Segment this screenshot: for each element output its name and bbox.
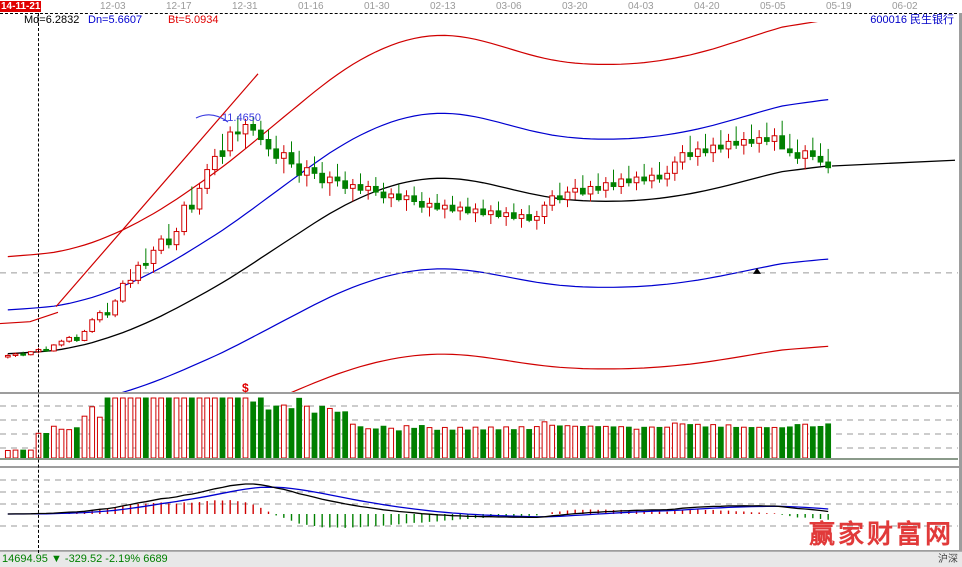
- crosshair-vertical-line[interactable]: [38, 13, 39, 553]
- axis-divider: [0, 13, 962, 14]
- bt-readout: Bt=5.0934: [168, 14, 219, 26]
- date-tick: 05-19: [826, 1, 852, 12]
- date-tick: 01-30: [364, 1, 390, 12]
- price-chart-svg: [0, 22, 958, 392]
- price-panel[interactable]: [0, 22, 962, 392]
- date-tick: 06-02: [892, 1, 918, 12]
- volume-chart-svg: [0, 397, 958, 460]
- date-tick: 03-20: [562, 1, 588, 12]
- dn-readout: Dn=5.6607: [88, 14, 143, 26]
- status-volume: 6689: [143, 553, 168, 565]
- panel-separator-1: [0, 392, 962, 394]
- panel-separator-2: [0, 466, 962, 468]
- date-tick: 12-03: [100, 1, 126, 12]
- md-readout: Md=6.2832: [24, 14, 80, 26]
- macd-chart-svg: [0, 479, 958, 528]
- date-tick: 05-05: [760, 1, 786, 12]
- date-tick: 04-20: [694, 1, 720, 12]
- date-tick: 12-17: [166, 1, 192, 12]
- symbol-label: 600016 民生银行: [870, 14, 954, 26]
- date-tick: 03-06: [496, 1, 522, 12]
- status-change: -329.52: [64, 553, 103, 565]
- dollar-marker: $: [242, 381, 249, 395]
- volume-panel[interactable]: [0, 396, 962, 465]
- right-scrollbar-border[interactable]: [959, 13, 962, 552]
- date-tick: 04-03: [628, 1, 654, 12]
- status-arrow-icon: ▼: [50, 553, 62, 565]
- date-tick: 02-13: [430, 1, 456, 12]
- date-axis: 14-11-21 12-03 12-17 12-31 01-16 01-30 02-13 03…: [0, 0, 962, 13]
- status-bar: 14694.95 ▼ -329.52 -2.19% 6689 沪深: [0, 551, 962, 567]
- date-tick-cursor: 14-11-21: [0, 1, 42, 12]
- price-annotation: 11.4650: [222, 112, 261, 124]
- date-tick: 12-31: [232, 1, 258, 12]
- macd-panel[interactable]: [0, 470, 962, 552]
- status-index-value: 14694.95: [2, 553, 48, 565]
- status-market-label: 沪深: [938, 554, 958, 565]
- status-quote: 14694.95 ▼ -329.52 -2.19% 6689: [2, 553, 168, 566]
- status-change-pct: -2.19%: [105, 553, 141, 565]
- date-tick: 01-16: [298, 1, 324, 12]
